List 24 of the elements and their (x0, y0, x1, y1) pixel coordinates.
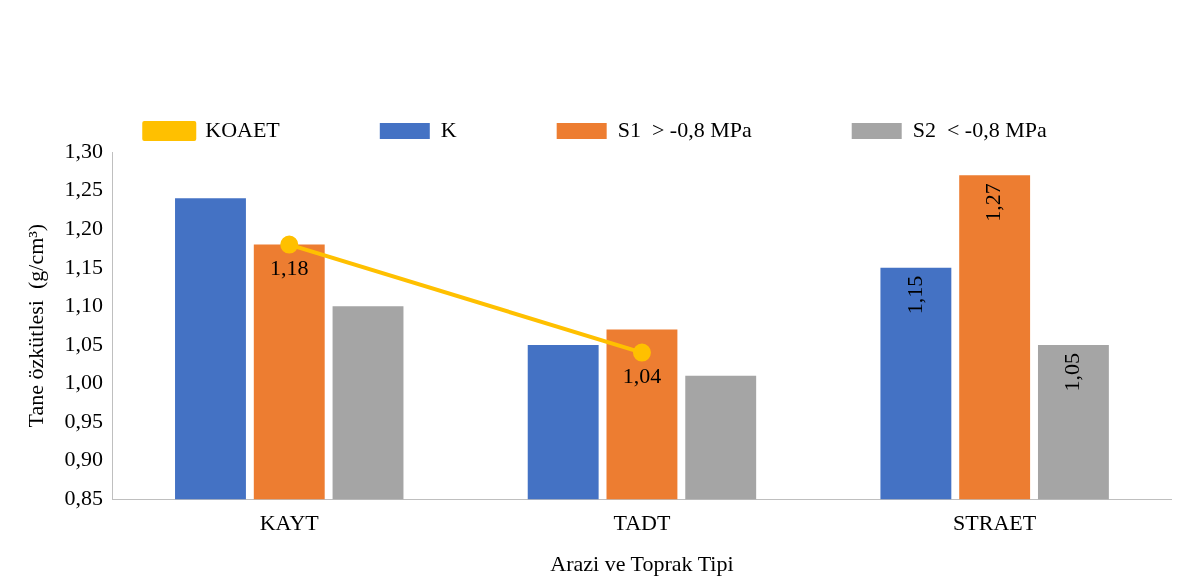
y-tick-label: 1,30 (64, 137, 103, 163)
data-label: 1,05 (1059, 352, 1085, 392)
y-tick-label: 0,85 (64, 484, 103, 510)
data-label: 1,27 (980, 183, 1006, 222)
y-tick-label: 1,00 (64, 369, 103, 395)
data-label: 1,04 (622, 363, 662, 389)
y-tick-label: 0,90 (64, 446, 103, 472)
y-tick-label: 1,15 (64, 253, 103, 279)
legend-label: S1 > -0,8 MPa (617, 116, 752, 142)
x-tick-label: STRAET (953, 510, 1037, 536)
x-tick-label: TADT (613, 510, 671, 536)
legend-label: S2 < -0,8 MPa (912, 116, 1047, 142)
x-axis-title: Arazi ve Toprak Tipi (550, 550, 734, 576)
y-axis-title: Tane özkütlesi (g/cm³) (22, 223, 48, 428)
legend-label: KOAET (205, 116, 281, 142)
y-tick-label: 1,10 (64, 292, 103, 318)
y-tick-label: 1,05 (64, 330, 103, 356)
y-tick-label: 1,20 (64, 214, 103, 240)
y-tick-label: 1,25 (64, 176, 103, 202)
x-tick-label: KAYT (259, 510, 320, 536)
data-label: 1,15 (901, 275, 927, 315)
legend-label: K (440, 116, 457, 142)
y-tick-label: 0,95 (64, 407, 103, 433)
data-label: 1,18 (270, 255, 309, 281)
